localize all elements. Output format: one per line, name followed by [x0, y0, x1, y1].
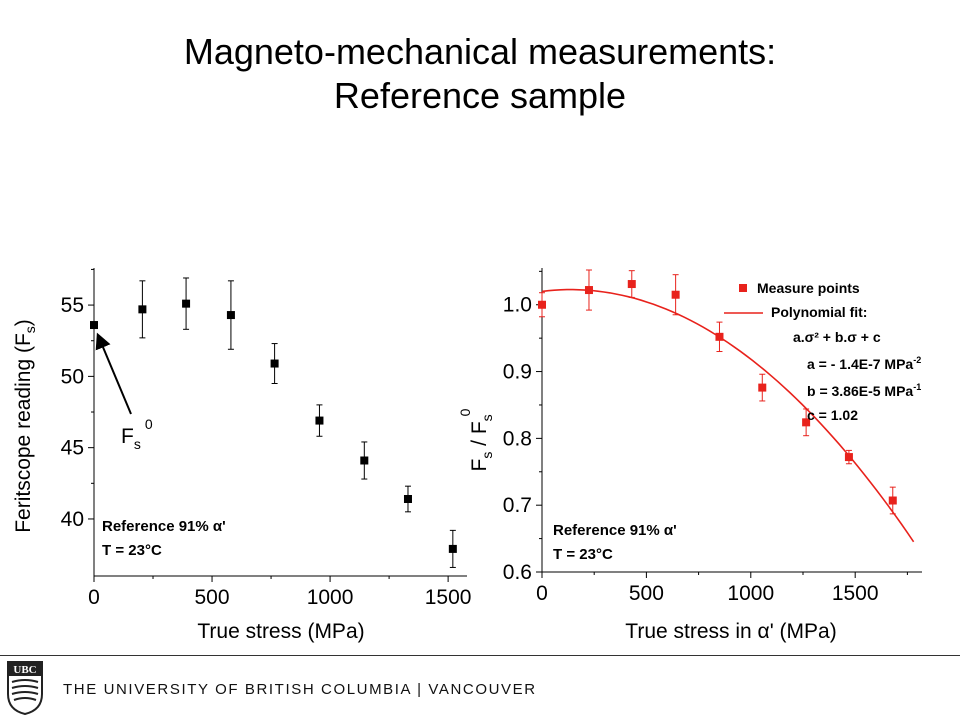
- right-y-axis-label-sub1: s: [479, 452, 495, 459]
- legend-param-c: c = 1.02: [807, 407, 858, 423]
- legend-param-b: b = 3.86E-5 MPa-1: [807, 382, 921, 399]
- left-data-point: [138, 305, 147, 314]
- left-data-point: [448, 544, 457, 553]
- slide-title: Magneto-mechanical measurements: Referen…: [0, 30, 960, 118]
- legend-fit-formula: a.σ² + b.σ + c: [793, 329, 881, 345]
- right-data-point: [671, 290, 680, 299]
- charts-area: 0 500 1000 1500 40 45 50 55 True stress (MPa) F…: [12, 268, 922, 643]
- left-y-tick-label: 50: [61, 365, 84, 388]
- fs0-label-sub: s: [134, 436, 141, 452]
- right-y-tick-label: 0.8: [503, 427, 532, 450]
- left-x-tick-label: 0: [88, 586, 100, 609]
- right-data-point: [844, 453, 853, 462]
- ubc-logo: UBC: [6, 660, 44, 716]
- left-y-axis-label-main: Feritscope reading (F: [12, 333, 35, 533]
- right-y-axis-label-sup: 0: [457, 408, 473, 416]
- right-x-tick-label: 0: [536, 582, 548, 605]
- legend-param-a-text: a = - 1.4E-7 MPa: [807, 356, 913, 372]
- right-y-axis-label-f: F: [468, 459, 491, 472]
- right-info-temperature: T = 23°C: [553, 546, 613, 563]
- right-chart: 0 500 1000 1500 0.6 0.7 0.8 0.9 1.0 True stress …: [457, 268, 922, 643]
- right-data-point: [538, 300, 546, 309]
- footer-university-name: THE UNIVERSITY OF BRITISH COLUMBIA | VAN…: [63, 681, 537, 698]
- right-data-point: [715, 332, 724, 341]
- right-x-tick-label: 1000: [727, 582, 774, 605]
- right-y-tick-label: 0.7: [503, 494, 532, 517]
- left-x-axis-label: True stress (MPa): [197, 620, 364, 643]
- left-data-point: [90, 321, 98, 330]
- right-ticks: 0 500 1000 1500 0.6 0.7 0.8 0.9 1.0: [503, 270, 908, 605]
- right-data-point: [888, 496, 897, 505]
- left-y-axis-label: Feritscope reading (Fs): [12, 319, 38, 533]
- left-y-tick-label: 40: [61, 508, 84, 531]
- left-y-axis-label-end: ): [12, 319, 35, 326]
- fs0-arrow: [95, 332, 132, 415]
- left-data-point: [403, 495, 412, 503]
- left-y-tick-label: 45: [61, 437, 84, 460]
- left-ticks: 0 500 1000 1500 40 45 50 55: [61, 268, 472, 609]
- right-y-axis-label-sub2: s: [479, 414, 495, 421]
- legend-param-b-text: b = 3.86E-5 MPa: [807, 383, 913, 399]
- legend-param-a: a = - 1.4E-7 MPa-2: [807, 355, 921, 372]
- right-data-point: [758, 383, 767, 392]
- left-info-reference: Reference 91% α': [102, 518, 226, 535]
- fs0-label-main: F: [121, 425, 134, 448]
- right-data-point: [584, 286, 593, 295]
- footer-divider: [0, 655, 960, 656]
- legend-measure-points: Measure points: [757, 280, 860, 296]
- right-y-tick-label: 1.0: [503, 294, 532, 317]
- left-data-point: [270, 359, 279, 368]
- ubc-logo-text: UBC: [13, 664, 36, 676]
- left-data-point: [315, 416, 324, 425]
- left-chart: 0 500 1000 1500 40 45 50 55 True stress (MPa) F…: [12, 268, 471, 643]
- right-x-tick-label: 500: [629, 582, 664, 605]
- right-y-axis-label: Fs / Fs0: [457, 408, 495, 471]
- right-y-axis-label-mid: / F: [468, 421, 491, 451]
- left-x-tick-label: 500: [195, 586, 230, 609]
- left-y-axis-label-sub: s: [22, 326, 38, 333]
- left-data-point: [182, 299, 191, 308]
- right-points: [538, 269, 897, 515]
- right-info-reference: Reference 91% α': [553, 522, 677, 539]
- fs0-label-sup: 0: [145, 416, 153, 432]
- legend-param-a-exp: -2: [913, 355, 921, 365]
- fs0-label: Fs0: [121, 416, 153, 452]
- right-data-point: [802, 418, 811, 427]
- right-x-axis-label: True stress in α' (MPa): [625, 620, 836, 643]
- left-x-tick-label: 1500: [425, 586, 472, 609]
- left-data-point: [226, 311, 235, 320]
- right-legend: Measure points Polynomial fit: a.σ² + b.…: [724, 280, 921, 423]
- legend-param-b-exp: -1: [913, 382, 921, 392]
- right-y-tick-label: 0.6: [503, 561, 532, 584]
- right-x-tick-label: 1500: [832, 582, 879, 605]
- slide-title-line-1: Magneto-mechanical measurements:: [183, 31, 777, 72]
- left-data-point: [360, 456, 369, 465]
- left-info-temperature: T = 23°C: [102, 542, 162, 559]
- legend-square-marker: [739, 284, 747, 292]
- left-y-tick-label: 55: [61, 294, 84, 317]
- right-data-point: [627, 280, 636, 289]
- right-y-tick-label: 0.9: [503, 361, 532, 384]
- left-x-tick-label: 1000: [307, 586, 354, 609]
- slide-title-line-2: Reference sample: [333, 75, 627, 116]
- legend-polynomial-fit: Polynomial fit:: [771, 304, 867, 320]
- left-points: [90, 277, 457, 568]
